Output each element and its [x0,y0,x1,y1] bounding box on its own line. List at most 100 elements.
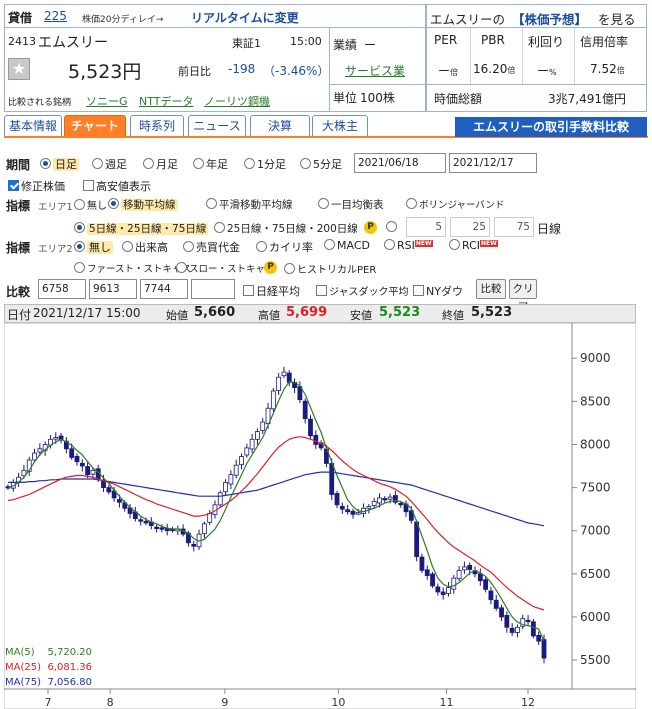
candle-body [26,459,32,472]
ind2-fast-stoch[interactable]: ファースト・ストキャス [74,261,191,275]
ma-set-5-25-75[interactable]: 5日線・25日線・75日線 [74,221,209,236]
ind1-ma[interactable]: 移動平均線 [108,197,178,212]
ohlc-date-label: 日付 [7,308,32,322]
compare-link-sony[interactable]: ソニーG [86,95,128,108]
ind2-rci[interactable]: RCINEW [449,239,498,252]
ind2-macd[interactable]: MACD [324,239,370,252]
candle-body [451,577,457,590]
market-cap-label: 時価総額 [434,92,483,106]
period-yearly[interactable]: 年足 [193,156,228,172]
ind2-historical-per[interactable]: ヒストリカルPER [284,261,376,276]
candle-body [21,469,27,477]
tab-chart[interactable]: チャート [64,115,126,137]
candle-body [239,456,244,466]
period-5min[interactable]: 5分足 [300,156,342,172]
adjusted-price-checkbox[interactable]: 修正株価 [8,178,65,194]
candle-body [398,502,404,506]
ohlc-close-label: 終値 [442,309,464,322]
compare-link-nttdata[interactable]: NTTデータ [139,95,194,108]
clear-button[interactable]: クリア [509,279,537,313]
ind1-none[interactable]: 無し [74,197,107,212]
rsi-new-badge: NEW [414,240,433,247]
ma-custom-3[interactable]: 75 [494,217,534,237]
price-chart[interactable]: 9000 8500 8000 7500 7000 6500 6000 5500 7 8 9 10 11… [4,323,636,709]
ind1-smooth-ma[interactable]: 平滑移動平均線 [206,197,293,212]
price-change: -198 [228,62,256,76]
ma-custom-2[interactable]: 25 [450,217,490,237]
candle-body [207,513,213,523]
metric-per-label: PER [434,33,458,47]
y-tick-label: 6000 [580,610,611,624]
candle-body [37,448,43,453]
compare-code-4[interactable] [191,279,235,299]
period-1min[interactable]: 1分足 [244,156,286,172]
x-tick-label: 7 [45,696,52,709]
candle-body [530,621,536,637]
ind2-none[interactable]: 無し [74,239,113,255]
realtime-link[interactable]: リアルタイムに変更 [191,11,299,25]
high-low-checkbox[interactable]: 高安値表示 [83,178,151,194]
code-link[interactable]: 225 [44,9,67,23]
period-weekly[interactable]: 週足 [92,156,127,172]
candle-body [515,626,520,633]
ind1-bollinger[interactable]: ボリンジャーバンド [406,197,504,211]
industry-label: 業績 [333,38,358,52]
ohlc-low: 5,523 [379,305,421,320]
candle-body [329,463,335,495]
legend-name: MA(75) [5,677,41,688]
ma-custom-radio[interactable] [386,221,399,234]
x-tick-label: 12 [521,696,535,709]
ohlc-date: 2021/12/17 15:00 [33,306,141,320]
candle-body [117,499,122,503]
rci-new-badge: NEW [480,240,498,247]
fee-compare-banner[interactable]: エムスリーの取引手数料比較 [455,117,647,137]
tab-news[interactable]: ニュース [188,115,246,137]
candle-body [143,520,149,524]
stock-header [4,4,426,112]
period-from-input[interactable]: 2021/06/18 [354,153,446,173]
compare-code-1[interactable]: 6758 [38,279,86,299]
ma-custom-1[interactable]: 5 [406,217,446,237]
compare-code-3[interactable]: 7744 [140,279,188,299]
tab-basic-info[interactable]: 基本情報 [4,115,62,137]
ind2-trading-value[interactable]: 売買代金 [183,239,240,255]
compare-code-2[interactable]: 9613 [89,279,137,299]
ind2-volume[interactable]: 出来高 [122,239,168,255]
legend-value: 7,056.80 [47,677,92,688]
tab-earnings[interactable]: 決算 [250,115,310,137]
candle-body [249,438,255,450]
compare-link-noritsu[interactable]: ノーリツ鋼機 [204,95,270,108]
candle-body [228,474,234,485]
compare-button[interactable]: 比較 [476,279,506,299]
candle-body [101,479,106,488]
candle-body [74,455,80,463]
y-tick-label: 9000 [580,351,611,365]
tab-major-holders[interactable]: 大株主 [312,115,368,137]
favorite-star-icon[interactable]: ★ [8,58,30,80]
compare-label: 比較される銘柄 [8,98,72,108]
candle-body [302,400,308,420]
compare-nikkei-checkbox[interactable]: 日経平均 [243,283,300,299]
legend-name: MA(25) [5,662,41,673]
candle-body [371,500,377,506]
period-daily[interactable]: 日足 [40,156,79,172]
market-name: 東証1 [232,37,261,50]
forecast-link[interactable]: 【株価予想】 [512,12,588,27]
candle-body [308,418,313,437]
compare-jasdaq-checkbox[interactable]: ジャスダック平均 [316,283,409,298]
compare-nydow-checkbox[interactable]: NYダウ [413,283,463,299]
ind2-deviation[interactable]: カイリ率 [256,239,313,255]
period-to-input[interactable]: 2021/12/17 [449,153,537,173]
candle-body [85,466,91,476]
period-monthly[interactable]: 月足 [143,156,178,172]
candle-body [32,452,37,461]
candle-body [350,510,356,515]
delay-note: 株価20分ディレイ→ [82,15,164,25]
tab-timeseries[interactable]: 時系列 [130,115,184,137]
ind2-slow-stoch[interactable]: スロー・ストキャス [176,261,275,275]
industry-link[interactable]: サービス業 [345,64,406,78]
ind2-rsi[interactable]: RSINEW [384,239,433,252]
ma-set-25-75-200[interactable]: 25日線・75日線・200日線 [214,221,358,236]
ind1-ichimoku[interactable]: 一目均衡表 [318,197,384,212]
candle-body [499,607,504,618]
